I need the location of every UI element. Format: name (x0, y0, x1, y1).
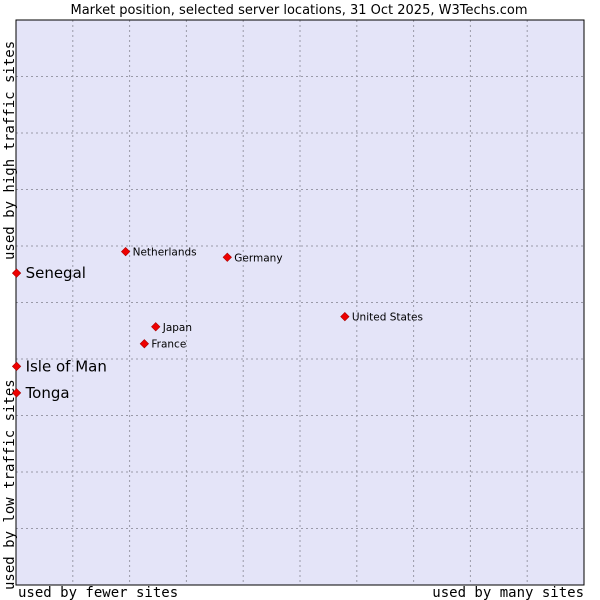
y-axis-label-bottom: used by low traffic sites (2, 379, 18, 590)
data-point: France (139, 339, 186, 351)
x-axis-label-left: used by fewer sites (18, 585, 178, 600)
data-point-marker (222, 252, 232, 262)
data-point: Japan (151, 322, 192, 334)
data-point: Tonga (11, 384, 70, 402)
y-axis-label-top: used by high traffic sites (2, 41, 18, 260)
x-axis-label-right: used by many sites (432, 585, 584, 600)
data-point-marker (151, 322, 161, 332)
data-point-label: Isle of Man (26, 357, 107, 375)
data-point-label: Netherlands (133, 247, 197, 259)
grid-lines (16, 20, 584, 585)
data-point-marker (120, 247, 131, 257)
data-point-marker (11, 268, 22, 278)
plot-border (15, 19, 585, 586)
data-point-label: United States (352, 312, 423, 324)
data-point: Germany (222, 252, 283, 264)
data-point: Netherlands (120, 247, 197, 259)
data-point-label: Senegal (26, 264, 86, 282)
data-point-label: Germany (234, 252, 282, 264)
data-point-label: Japan (162, 322, 192, 334)
data-point-marker (340, 312, 350, 322)
data-point-label: Tonga (25, 384, 70, 402)
data-point-marker (139, 339, 149, 349)
data-point: Senegal (11, 264, 86, 282)
data-point: Isle of Man (11, 357, 107, 375)
data-point-marker (11, 361, 22, 371)
data-point-marker (11, 388, 22, 398)
data-points: Netherlands Germany United States Japan Fran… (11, 247, 423, 402)
data-point: United States (340, 312, 423, 324)
chart-title: Market position, selected server locatio… (70, 3, 527, 18)
data-point-label: France (151, 339, 186, 351)
